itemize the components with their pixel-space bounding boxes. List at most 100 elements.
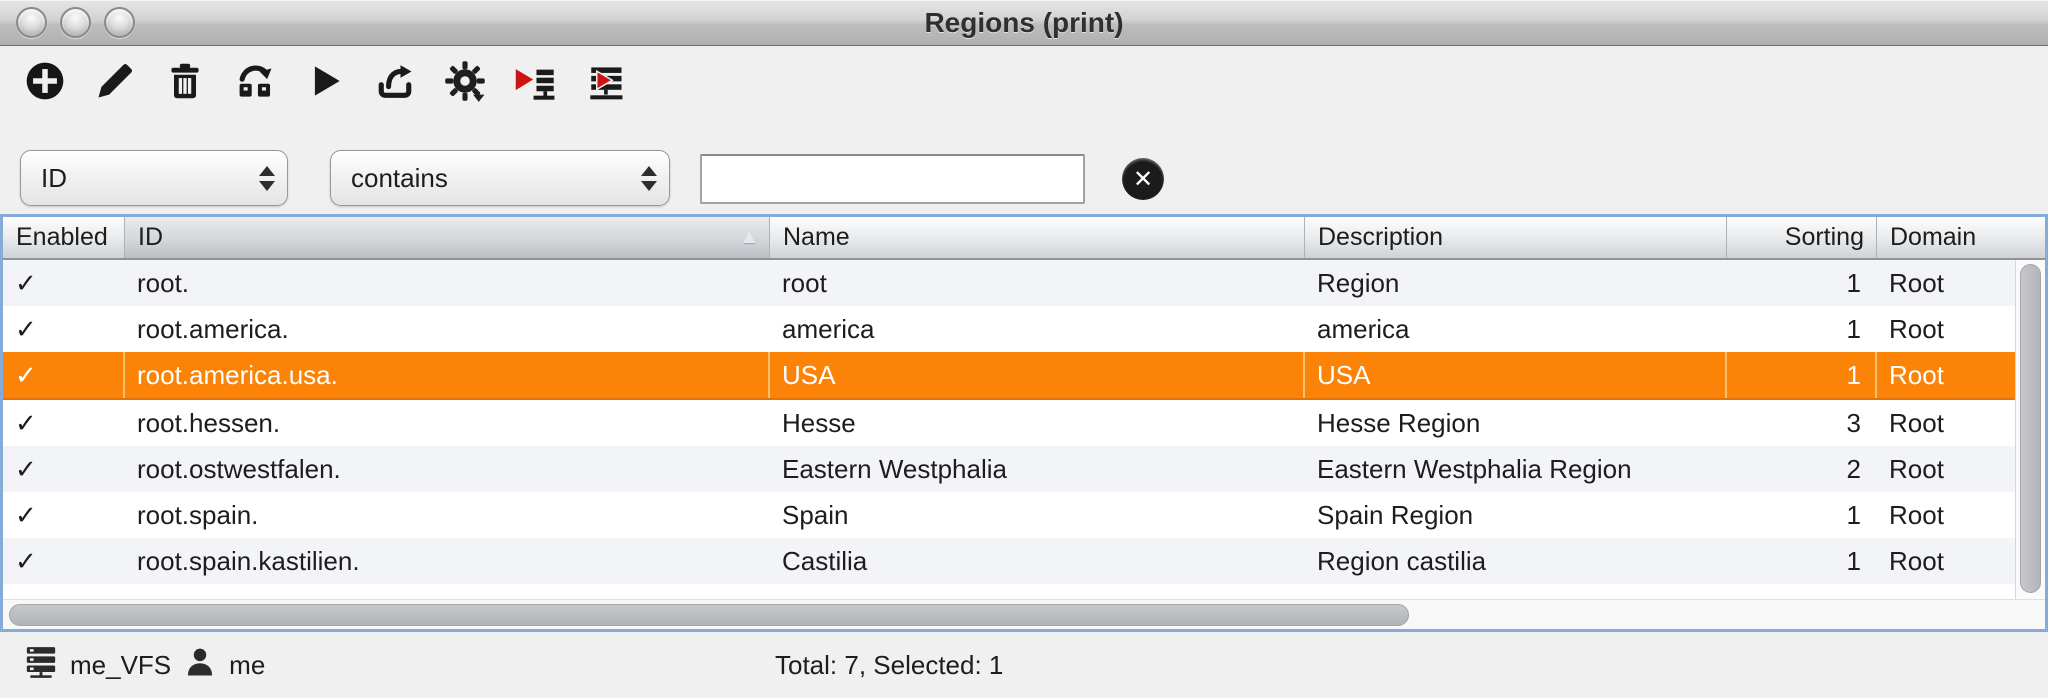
table-row[interactable]: ✓ root.spain. Spain Spain Region 1 Root [3, 492, 2015, 538]
table-row[interactable]: ✓ root.spain.kastilien. Castilia Region … [3, 538, 2015, 584]
actions-button[interactable] [442, 60, 488, 106]
cell-id: root.spain.kastilien. [137, 546, 360, 576]
cell-domain: Root [1889, 314, 1944, 344]
window-controls [16, 7, 135, 38]
cell-domain: Root [1889, 360, 1944, 390]
cell-domain: Root [1889, 408, 1944, 438]
cell-sorting: 1 [1846, 314, 1861, 344]
titlebar: Regions (print) [0, 0, 2048, 46]
cell-id: root.america.usa. [125, 352, 770, 398]
cell-sorting: 1 [1846, 500, 1861, 530]
cell-description: Region castilia [1317, 546, 1487, 576]
cell-domain: Root [1889, 454, 1944, 484]
cell-description: USA [1305, 352, 1727, 398]
filter-field-value: ID [41, 162, 67, 193]
deploy-server-button[interactable] [512, 60, 558, 106]
export-icon [373, 59, 417, 108]
column-header-domain[interactable]: Domain [1890, 223, 1977, 251]
sort-ascending-icon: ▲ [739, 226, 759, 248]
user-label: me [229, 649, 266, 680]
horizontal-scrollbar[interactable] [3, 599, 2045, 629]
connection-info: me_VFS me [24, 645, 265, 686]
filter-query-input[interactable] [700, 154, 1085, 204]
cell-name: Hesse [782, 408, 856, 438]
cell-sorting: 3 [1846, 408, 1861, 438]
zoom-button[interactable] [104, 7, 135, 38]
regions-table: Enabled ID ▲ Name Description Sorting Do… [0, 214, 2048, 632]
deploy-server-icon [513, 59, 557, 108]
enabled-check-icon: ✓ [15, 454, 37, 484]
filter-bar: ID contains ✕ [0, 148, 2048, 214]
cell-id: root.ostwestfalen. [137, 454, 341, 484]
edit-button[interactable] [92, 60, 138, 106]
cell-id: root. [137, 268, 190, 298]
add-button[interactable] [22, 60, 68, 106]
enabled-check-icon: ✓ [15, 500, 37, 530]
close-button[interactable] [16, 7, 47, 38]
add-icon [23, 59, 67, 108]
run-icon [303, 59, 347, 108]
cell-domain: Root [1889, 268, 1944, 298]
table-row[interactable]: ✓ root.hessen. Hesse Hesse Region 3 Root [3, 400, 2015, 446]
table-body: ✓ root. root Region 1 Root ✓ root.americ… [3, 260, 2015, 599]
cell-domain: Root [1889, 500, 1944, 530]
filter-field-dropdown[interactable]: ID [20, 150, 288, 206]
actions-gear-icon [443, 59, 487, 108]
reload-button[interactable] [232, 60, 278, 106]
window-title: Regions (print) [924, 7, 1124, 38]
cell-name: america [782, 314, 875, 344]
run-button[interactable] [302, 60, 348, 106]
cell-name: Spain [782, 500, 849, 530]
server-icon [24, 645, 58, 686]
export-button[interactable] [372, 60, 418, 106]
cell-domain: Root [1889, 546, 1944, 576]
cell-id: root.hessen. [137, 408, 281, 438]
column-header-enabled[interactable]: Enabled [3, 217, 125, 258]
filter-operator-dropdown[interactable]: contains [330, 150, 670, 206]
column-header-sorting[interactable]: Sorting [1727, 217, 1877, 258]
cell-description: Spain Region [1317, 500, 1474, 530]
cell-name: Eastern Westphalia [782, 454, 1007, 484]
table-empty-area [3, 584, 2015, 599]
user-icon [183, 645, 217, 686]
horizontal-scrollbar-thumb[interactable] [9, 604, 1409, 626]
delete-button[interactable] [162, 60, 208, 106]
cell-name: Castilia [782, 546, 868, 576]
cell-sorting: 1 [1727, 352, 1877, 398]
delete-icon [163, 59, 207, 108]
enabled-check-icon: ✓ [15, 314, 37, 344]
cell-sorting: 1 [1846, 546, 1861, 576]
sync-server-button[interactable] [582, 60, 628, 106]
table-row[interactable]: ✓ root. root Region 1 Root [3, 260, 2015, 306]
cell-id: root.spain. [137, 500, 259, 530]
cell-description: america [1317, 314, 1410, 344]
clear-icon: ✕ [1132, 165, 1154, 193]
column-header-description[interactable]: Description [1305, 217, 1727, 258]
selection-summary: Total: 7, Selected: 1 [775, 649, 1004, 680]
vertical-scrollbar-thumb[interactable] [2020, 264, 2041, 593]
table-row[interactable]: ✓ root.ostwestfalen. Eastern Westphalia … [3, 446, 2015, 492]
sync-server-icon [583, 59, 627, 108]
stepper-arrows-icon [259, 151, 275, 205]
clear-filter-button[interactable]: ✕ [1122, 158, 1164, 200]
stepper-arrows-icon [641, 151, 657, 205]
column-header-id[interactable]: ID ▲ [125, 217, 770, 258]
column-header-name[interactable]: Name [770, 217, 1305, 258]
table-row[interactable]: ✓ root.america.usa. USA USA 1 Root [3, 352, 2015, 400]
cell-description: Region [1317, 268, 1400, 298]
cell-sorting: 1 [1846, 268, 1861, 298]
enabled-check-icon: ✓ [15, 408, 37, 438]
table-row[interactable]: ✓ root.america. america america 1 Root [3, 306, 2015, 352]
vertical-scrollbar[interactable] [2015, 260, 2045, 599]
filter-operator-value: contains [351, 162, 448, 193]
statusbar: me_VFS me Total: 7, Selected: 1 [0, 632, 2048, 698]
reload-icon [233, 59, 277, 108]
enabled-check-icon: ✓ [15, 546, 37, 576]
cell-sorting: 2 [1846, 454, 1861, 484]
enabled-check-icon: ✓ [3, 352, 125, 398]
cell-description: Hesse Region [1317, 408, 1481, 438]
cell-name: USA [770, 352, 1305, 398]
minimize-button[interactable] [60, 7, 91, 38]
cell-id: root.america. [137, 314, 289, 344]
